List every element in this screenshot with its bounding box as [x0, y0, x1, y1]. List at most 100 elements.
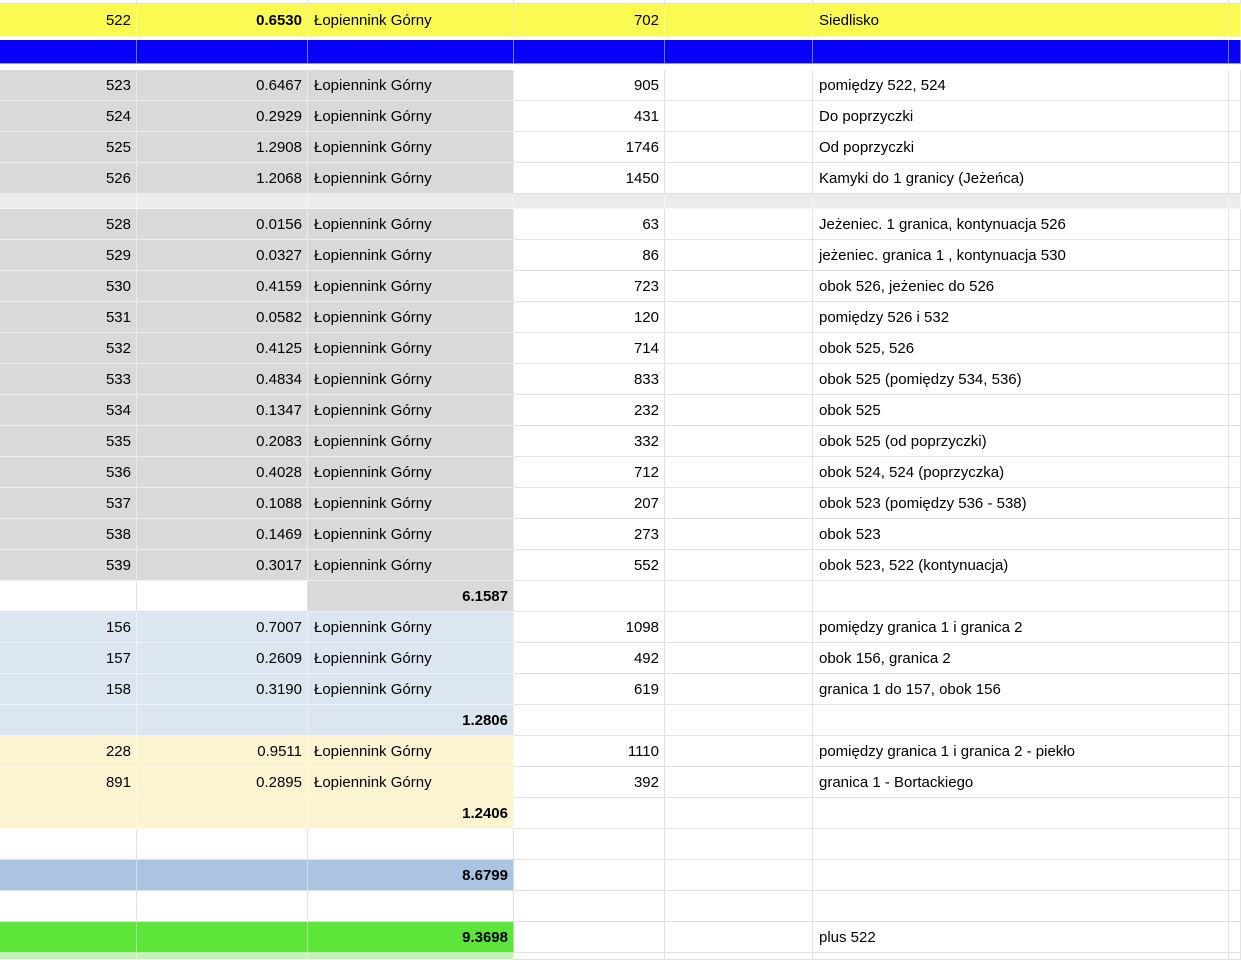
cell-locality[interactable]: Łopiennink Górny [308, 132, 514, 163]
cell-edge[interactable] [1229, 736, 1241, 767]
cell-number[interactable] [0, 705, 137, 736]
cell-note[interactable] [813, 953, 1229, 960]
cell-number[interactable] [0, 40, 137, 64]
cell-amount[interactable]: 1746 [514, 132, 665, 163]
cell-edge[interactable] [1229, 612, 1241, 643]
cell-empty[interactable] [665, 271, 813, 302]
cell-edge[interactable] [1229, 798, 1241, 829]
cell-note[interactable]: Kamyki do 1 granicy (Jeżeńca) [813, 163, 1229, 194]
cell-number[interactable]: 156 [0, 612, 137, 643]
cell-value[interactable]: 0.3017 [137, 550, 308, 581]
cell-value[interactable]: 0.0582 [137, 302, 308, 333]
cell-value[interactable]: 0.2083 [137, 426, 308, 457]
cell-empty[interactable] [665, 240, 813, 271]
cell-amount[interactable]: 1450 [514, 163, 665, 194]
cell-amount[interactable]: 232 [514, 395, 665, 426]
cell-empty[interactable] [665, 4, 813, 37]
cell-note[interactable]: Siedlisko [813, 4, 1229, 37]
cell-amount[interactable] [514, 891, 665, 922]
cell-edge[interactable] [1229, 829, 1241, 860]
cell-value[interactable] [137, 194, 308, 209]
cell-number[interactable]: 532 [0, 333, 137, 364]
cell-note[interactable] [813, 705, 1229, 736]
cell-number[interactable]: 536 [0, 457, 137, 488]
cell-amount[interactable]: 273 [514, 519, 665, 550]
cell-note[interactable]: obok 525 (od poprzyczki) [813, 426, 1229, 457]
cell-number[interactable] [0, 581, 137, 612]
cell-amount[interactable]: 712 [514, 457, 665, 488]
cell-value[interactable]: 0.4159 [137, 271, 308, 302]
cell-note[interactable]: granica 1 - Bortackiego [813, 767, 1229, 798]
cell-note[interactable]: obok 525 [813, 395, 1229, 426]
cell-amount[interactable]: 63 [514, 209, 665, 240]
cell-number[interactable]: 891 [0, 767, 137, 798]
cell-note[interactable] [813, 860, 1229, 891]
cell-empty[interactable] [665, 767, 813, 798]
cell-edge[interactable] [1229, 891, 1241, 922]
cell-locality[interactable]: Łopiennink Górny [308, 4, 514, 37]
cell-total[interactable]: 1.2406 [308, 798, 514, 829]
cell-edge[interactable] [1229, 101, 1241, 132]
cell-value[interactable] [137, 922, 308, 953]
cell-amount[interactable] [514, 0, 665, 4]
cell-note[interactable]: pomiędzy 522, 524 [813, 70, 1229, 101]
cell-locality[interactable]: Łopiennink Górny [308, 209, 514, 240]
cell-edge[interactable] [1229, 519, 1241, 550]
cell-total[interactable]: 1.2806 [308, 705, 514, 736]
cell-value[interactable]: 0.2609 [137, 643, 308, 674]
cell-value[interactable]: 0.7007 [137, 612, 308, 643]
cell-value[interactable] [137, 0, 308, 4]
cell-total[interactable]: 8.6799 [308, 860, 514, 891]
cell-note[interactable]: obok 523, 522 (kontynuacja) [813, 550, 1229, 581]
cell-number[interactable]: 534 [0, 395, 137, 426]
cell-empty[interactable] [665, 0, 813, 4]
cell-empty[interactable] [665, 209, 813, 240]
cell-edge[interactable] [1229, 333, 1241, 364]
cell-locality[interactable]: Łopiennink Górny [308, 70, 514, 101]
cell-value[interactable]: 0.6530 [137, 4, 308, 37]
cell-note[interactable]: pomiędzy granica 1 i granica 2 - piekło [813, 736, 1229, 767]
cell-amount[interactable]: 431 [514, 101, 665, 132]
cell-edge[interactable] [1229, 4, 1241, 37]
cell-locality[interactable] [308, 953, 514, 960]
cell-number[interactable] [0, 829, 137, 860]
cell-empty[interactable] [665, 194, 813, 209]
cell-value[interactable]: 0.0327 [137, 240, 308, 271]
cell-value[interactable] [137, 829, 308, 860]
cell-empty[interactable] [665, 643, 813, 674]
cell-edge[interactable] [1229, 209, 1241, 240]
cell-amount[interactable] [514, 581, 665, 612]
cell-locality[interactable]: Łopiennink Górny [308, 519, 514, 550]
cell-number[interactable]: 158 [0, 674, 137, 705]
cell-note[interactable]: obok 523 (pomiędzy 536 - 538) [813, 488, 1229, 519]
cell-total[interactable]: 9.3698 [308, 922, 514, 953]
cell-note[interactable]: jeżeniec. granica 1 , kontynuacja 530 [813, 240, 1229, 271]
cell-number[interactable]: 528 [0, 209, 137, 240]
cell-note[interactable] [813, 40, 1229, 64]
cell-note[interactable]: granica 1 do 157, obok 156 [813, 674, 1229, 705]
cell-amount[interactable]: 905 [514, 70, 665, 101]
cell-value[interactable]: 0.2929 [137, 101, 308, 132]
cell-amount[interactable] [514, 798, 665, 829]
cell-empty[interactable] [665, 132, 813, 163]
cell-empty[interactable] [665, 736, 813, 767]
cell-amount[interactable] [514, 705, 665, 736]
cell-edge[interactable] [1229, 70, 1241, 101]
cell-number[interactable] [0, 891, 137, 922]
cell-amount[interactable]: 332 [514, 426, 665, 457]
cell-value[interactable] [137, 40, 308, 64]
cell-number[interactable] [0, 860, 137, 891]
cell-amount[interactable] [514, 40, 665, 64]
cell-edge[interactable] [1229, 302, 1241, 333]
cell-amount[interactable]: 714 [514, 333, 665, 364]
cell-edge[interactable] [1229, 705, 1241, 736]
cell-note[interactable]: obok 526, jeżeniec do 526 [813, 271, 1229, 302]
cell-amount[interactable]: 552 [514, 550, 665, 581]
cell-empty[interactable] [665, 101, 813, 132]
cell-empty[interactable] [665, 581, 813, 612]
cell-number[interactable]: 523 [0, 70, 137, 101]
cell-number[interactable]: 526 [0, 163, 137, 194]
cell-locality[interactable] [308, 891, 514, 922]
cell-amount[interactable]: 833 [514, 364, 665, 395]
cell-empty[interactable] [665, 70, 813, 101]
